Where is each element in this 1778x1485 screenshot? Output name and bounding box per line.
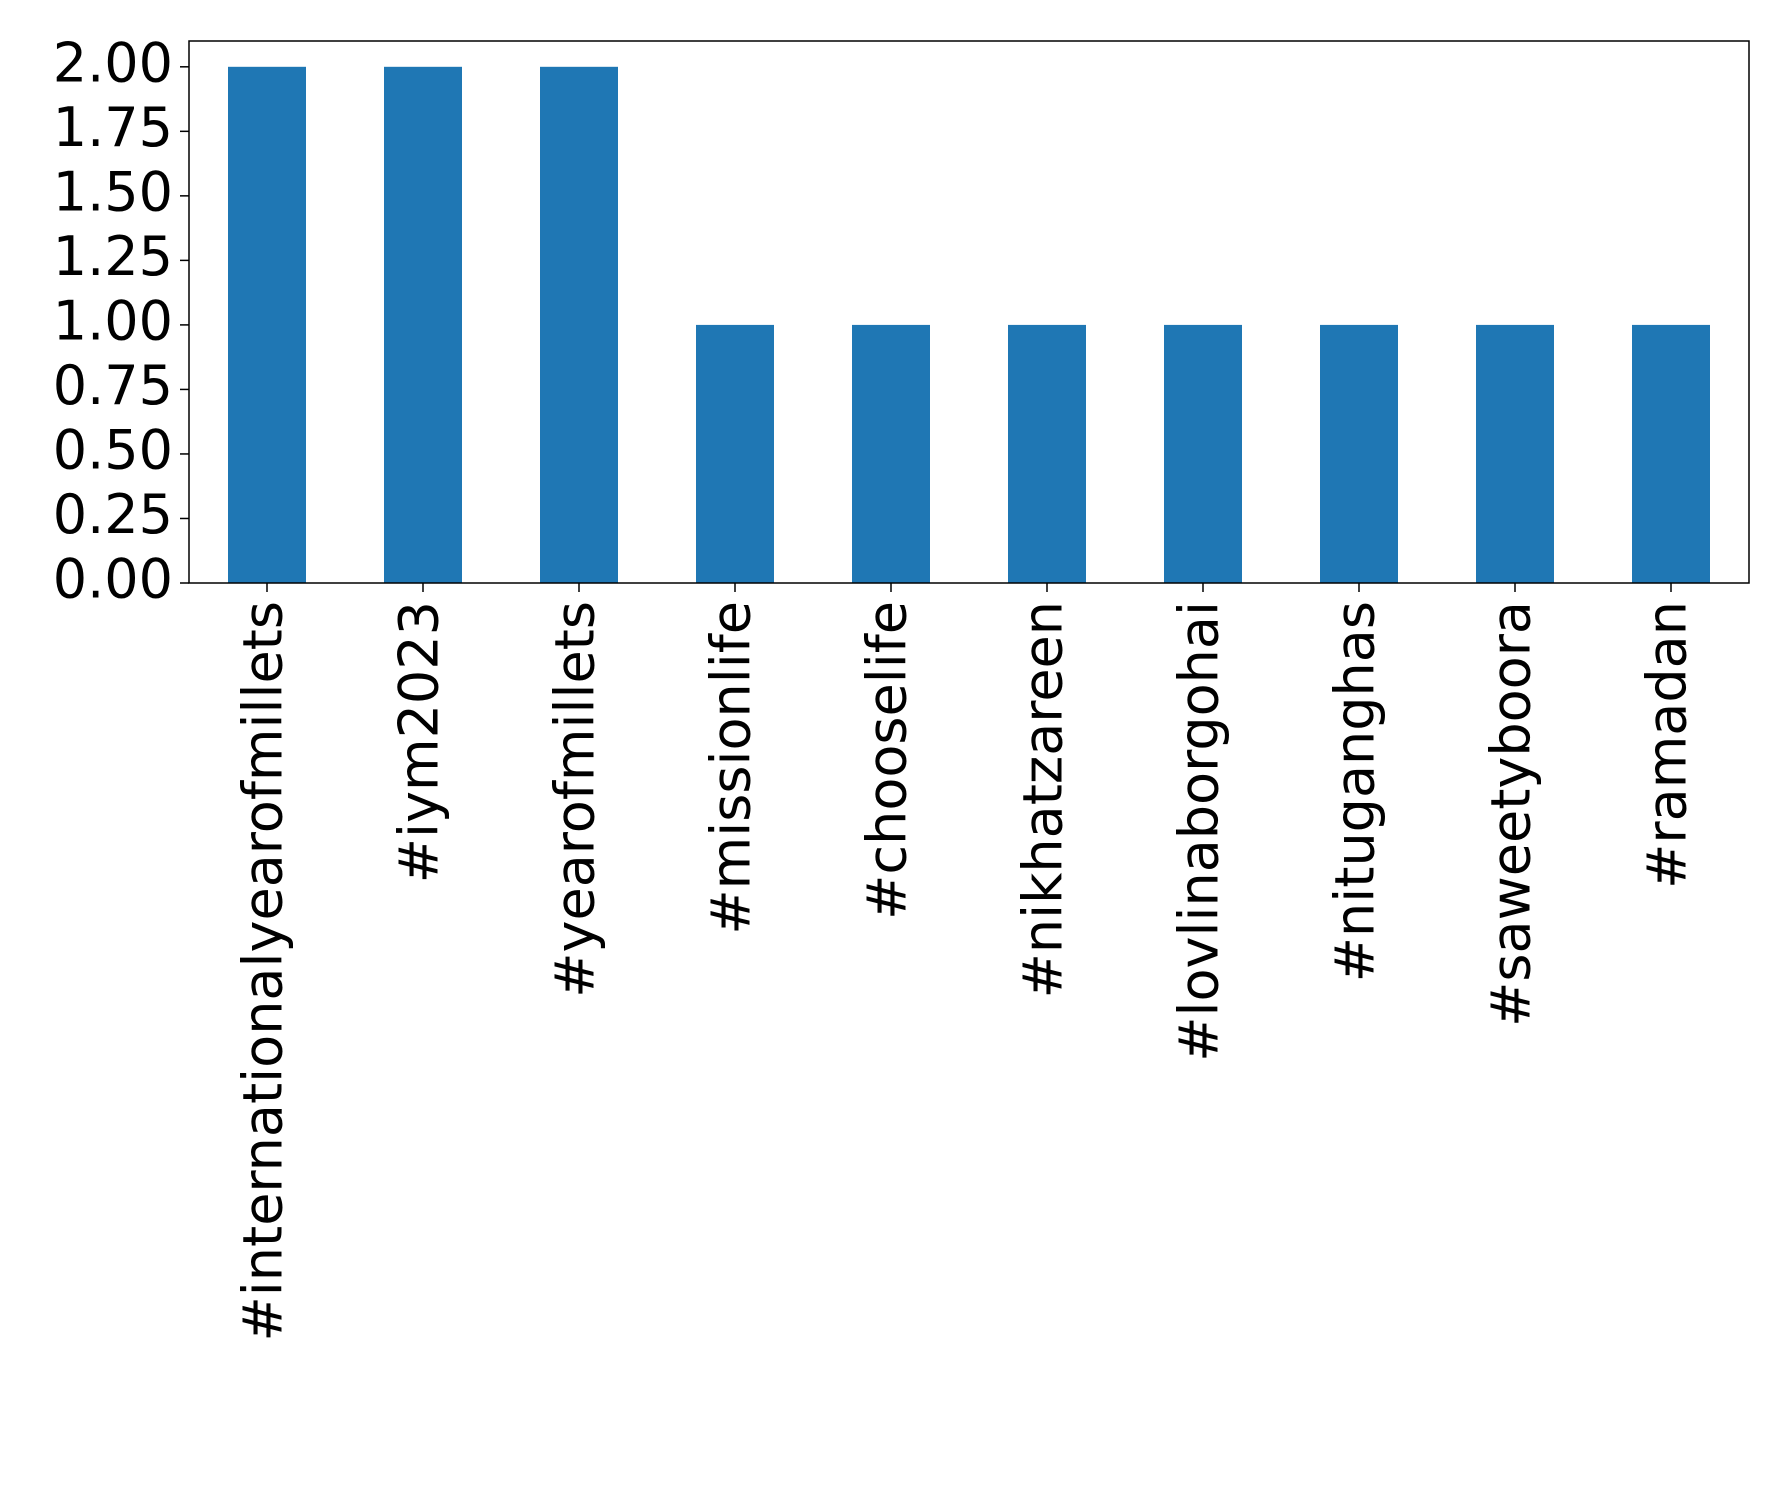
plot-frame xyxy=(188,40,1750,584)
bar xyxy=(228,66,306,584)
y-tick-label: 2.00 xyxy=(53,31,173,94)
x-tick-label: #nikhatzareen xyxy=(1012,601,1075,998)
x-tick-label: #chooselife xyxy=(856,601,919,920)
y-tick-label: 0.75 xyxy=(53,354,173,417)
x-tick-label: #ramadan xyxy=(1636,601,1699,889)
y-tick-label: 1.50 xyxy=(53,160,173,223)
y-tick-label: 0.25 xyxy=(53,483,173,546)
x-tick-label: #yearofmillets xyxy=(544,601,607,998)
bar xyxy=(384,66,462,584)
bar xyxy=(540,66,618,584)
y-tick-label: 1.75 xyxy=(53,96,173,159)
x-tick-label: #lovlinaborgohai xyxy=(1168,601,1231,1062)
bar xyxy=(1476,324,1554,583)
bar xyxy=(1320,324,1398,583)
bar xyxy=(852,324,930,583)
x-tick-label: #iym2023 xyxy=(388,601,451,883)
x-tick-label: #saweetyboora xyxy=(1480,601,1543,1027)
bar xyxy=(1632,324,1710,583)
x-tick-label: #nituganghas xyxy=(1324,601,1387,982)
x-tick-label: #internationalyearofmillets xyxy=(232,601,295,1341)
y-tick-label: 0.50 xyxy=(53,419,173,482)
y-tick-label: 1.00 xyxy=(53,290,173,353)
y-tick-label: 1.25 xyxy=(53,225,173,288)
bar xyxy=(696,324,774,583)
bar xyxy=(1008,324,1086,583)
y-tick-label: 0.00 xyxy=(53,548,173,611)
bar xyxy=(1164,324,1242,583)
x-tick-label: #missionlife xyxy=(700,601,763,935)
